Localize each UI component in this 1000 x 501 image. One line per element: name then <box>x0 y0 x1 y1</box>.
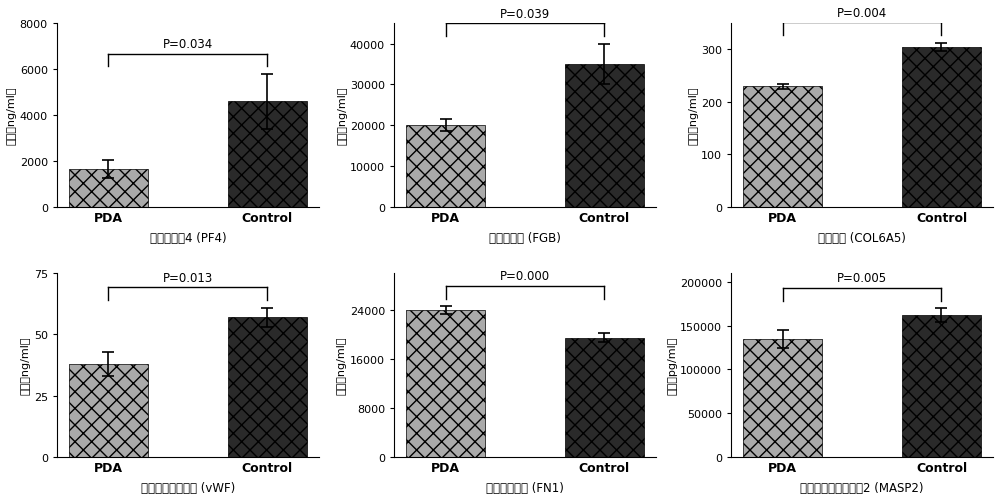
Y-axis label: 浓度（ng/ml）: 浓度（ng/ml） <box>337 336 347 395</box>
Bar <box>743 339 822 457</box>
Y-axis label: 浓度（ng/ml）: 浓度（ng/ml） <box>337 87 347 145</box>
X-axis label: 纤维蛋白原 (FGB): 纤维蛋白原 (FGB) <box>489 231 561 244</box>
X-axis label: 血管性血友病因子 (vWF): 血管性血友病因子 (vWF) <box>141 481 235 494</box>
Bar <box>406 126 485 207</box>
X-axis label: 纤维连接蛋白 (FN1): 纤维连接蛋白 (FN1) <box>486 481 564 494</box>
Y-axis label: 浓度（ng/ml）: 浓度（ng/ml） <box>21 336 31 395</box>
Bar <box>406 310 485 457</box>
Y-axis label: 浓度（pg/ml）: 浓度（pg/ml） <box>667 336 677 394</box>
Bar <box>69 170 148 207</box>
Y-axis label: 浓度（ng/ml）: 浓度（ng/ml） <box>688 87 698 145</box>
Bar <box>228 102 307 207</box>
Bar <box>69 364 148 457</box>
X-axis label: 蛋白相关丝氨酸蛋白2 (MASP2): 蛋白相关丝氨酸蛋白2 (MASP2) <box>800 481 924 494</box>
Bar <box>565 338 644 457</box>
Bar <box>565 65 644 207</box>
Text: P=0.034: P=0.034 <box>163 38 213 51</box>
Bar <box>743 87 822 207</box>
Text: P=0.004: P=0.004 <box>837 7 887 20</box>
Text: P=0.039: P=0.039 <box>500 8 550 21</box>
Text: P=0.000: P=0.000 <box>500 270 550 283</box>
Text: P=0.005: P=0.005 <box>837 272 887 285</box>
Bar <box>902 316 981 457</box>
Bar <box>902 48 981 207</box>
Text: P=0.013: P=0.013 <box>163 271 213 284</box>
Y-axis label: 浓度（ng/ml）: 浓度（ng/ml） <box>7 87 17 145</box>
Bar <box>228 318 307 457</box>
X-axis label: 血小板因子4 (PF4): 血小板因子4 (PF4) <box>150 231 226 244</box>
X-axis label: 胶原蛋白 (COL6A5): 胶原蛋白 (COL6A5) <box>818 231 906 244</box>
